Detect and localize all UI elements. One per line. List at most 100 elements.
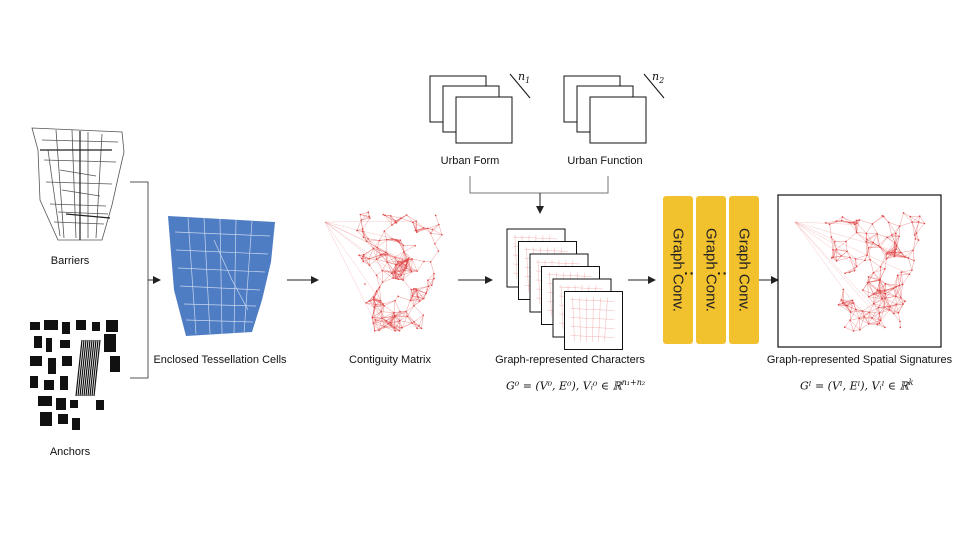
- graph-edge: [877, 290, 886, 299]
- graph-node: [923, 222, 926, 225]
- graph-edge: [873, 293, 883, 299]
- graph-edge: [881, 293, 886, 299]
- graph-edge: [880, 258, 887, 267]
- graph-edge: [847, 305, 856, 310]
- graph-node: [842, 301, 845, 304]
- graph-node: [369, 217, 371, 219]
- graph-node: [391, 224, 393, 226]
- graph-edge: [843, 302, 851, 313]
- graph-edge: [867, 282, 874, 295]
- graph-node: [902, 212, 905, 214]
- graph-edge: [867, 282, 869, 297]
- graph-node: [855, 265, 858, 268]
- graph-edge: [834, 241, 837, 250]
- graph-node: [433, 272, 435, 275]
- graph-node: [394, 271, 396, 274]
- graph-edge: [394, 311, 407, 316]
- graph-node: [381, 281, 384, 284]
- graph-edge: [412, 258, 425, 262]
- graph-node: [914, 238, 917, 240]
- graph-edge: [399, 320, 412, 324]
- graph-edge: [867, 272, 874, 284]
- graph-edge: [356, 228, 363, 231]
- graph-edge: [394, 271, 404, 281]
- graph-node: [434, 242, 436, 245]
- graph-edge: [866, 254, 871, 260]
- graph-edge: [900, 284, 903, 298]
- graph-node: [391, 237, 393, 240]
- graph-edge: [831, 236, 834, 250]
- graph-edge: [901, 269, 912, 273]
- graph-node: [383, 304, 386, 307]
- graph-edge: [383, 300, 396, 305]
- building-footprint: [56, 398, 66, 410]
- graph-edge: [432, 224, 439, 230]
- graph-edge: [384, 305, 395, 313]
- graph-edge: [877, 290, 886, 294]
- graph-edge: [877, 283, 886, 291]
- signatures-label: Graph-represented Spatial Signatures: [766, 354, 953, 366]
- graph-edge: [411, 270, 418, 273]
- graph-edge: [360, 214, 370, 217]
- graph-node: [394, 330, 397, 332]
- building-footprint: [44, 380, 54, 390]
- graph-node: [431, 228, 434, 231]
- graph-node: [898, 235, 900, 238]
- sheet-graph-edge: [526, 247, 529, 292]
- graph-edge: [413, 321, 418, 329]
- graph-node: [398, 241, 400, 243]
- graph-edge: [842, 216, 850, 223]
- graph-edge: [879, 288, 894, 291]
- graph-edge: [412, 295, 415, 306]
- graph-edge: [899, 221, 913, 227]
- graph-edge: [381, 318, 385, 327]
- graph-node: [898, 284, 901, 287]
- graph-node: [422, 297, 425, 300]
- graph-node: [898, 225, 901, 228]
- graph-node: [425, 292, 428, 295]
- graph-edge: [831, 257, 837, 262]
- graph-edge: [873, 272, 880, 281]
- graph-edge: [379, 239, 387, 241]
- graph-edge: [889, 304, 897, 311]
- graph-edge: [844, 320, 851, 328]
- graph-edge: [374, 307, 383, 319]
- graph-node: [405, 214, 408, 216]
- graph-edge: [893, 313, 901, 322]
- graph-node: [840, 299, 843, 301]
- graph-node: [400, 274, 402, 277]
- graph-node: [407, 257, 410, 259]
- graph-edge: [423, 286, 429, 299]
- building-footprint: [110, 356, 120, 372]
- graph-node: [909, 215, 912, 218]
- graph-edge: [394, 320, 400, 329]
- urban-function-label: Urban Function: [567, 155, 643, 167]
- graph-edge: [888, 222, 900, 227]
- graph-edge: [794, 221, 854, 304]
- graph-node: [394, 299, 396, 302]
- graph-node: [900, 251, 902, 254]
- graph-edge: [382, 270, 394, 279]
- graph-edge: [899, 212, 904, 227]
- graph-edge: [385, 239, 387, 253]
- graph-edge: [862, 311, 869, 325]
- graph-node: [910, 269, 913, 271]
- graph-node: [915, 232, 918, 235]
- graph-edge: [912, 238, 916, 251]
- graph-edge: [386, 238, 393, 241]
- graph-edge: [368, 238, 380, 241]
- graph-edge: [900, 297, 904, 305]
- signatures-frame: [777, 194, 942, 348]
- graph-node: [912, 249, 914, 252]
- graph-edge: [356, 230, 364, 238]
- graph-node: [398, 329, 401, 332]
- graph-edge: [398, 296, 411, 301]
- graph-node: [853, 269, 856, 272]
- graph-node: [375, 290, 378, 292]
- graph-edge: [899, 272, 902, 286]
- graph-edge: [384, 215, 393, 226]
- graph-edge: [367, 238, 374, 249]
- graph-edge: [394, 257, 396, 265]
